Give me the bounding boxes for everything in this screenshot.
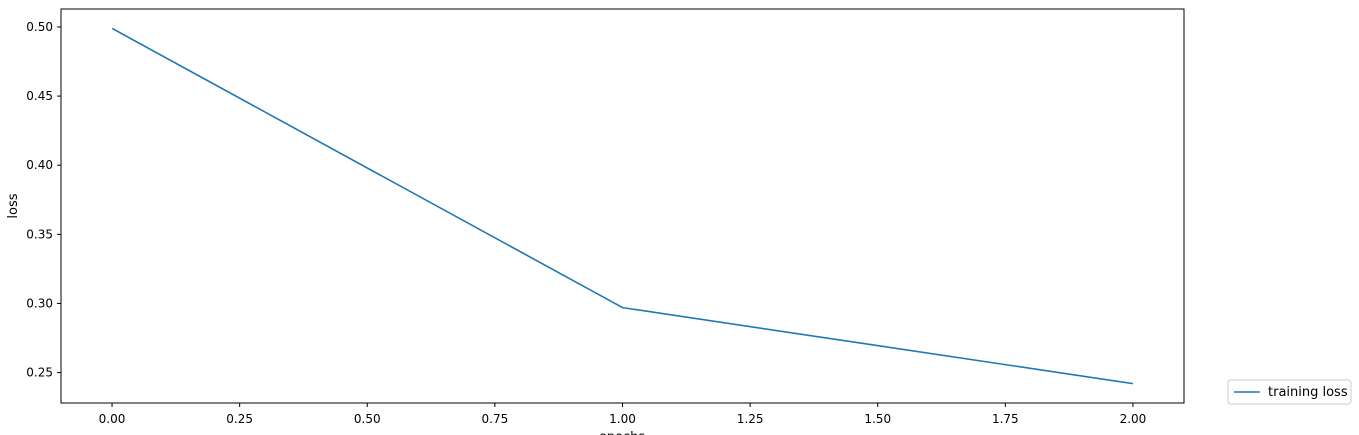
x-axis-ticks: 0.00 0.25 0.50 0.75 1.00 1.25 1.50 1.75 2.00 xyxy=(99,403,1147,426)
y-axis-ticks: 0.25 0.30 0.35 0.40 0.45 0.50 xyxy=(26,20,61,380)
x-tick-label: 2.00 xyxy=(1120,412,1147,426)
y-tick-label: 0.25 xyxy=(26,366,53,380)
legend-box xyxy=(1227,379,1352,405)
x-tick-label: 0.75 xyxy=(482,412,509,426)
x-axis-label: epochs xyxy=(599,430,646,435)
y-tick-label: 0.45 xyxy=(26,89,53,103)
y-axis-label: loss xyxy=(6,193,21,218)
x-tick-label: 0.00 xyxy=(99,412,126,426)
plot-area xyxy=(60,8,1185,404)
series-line-training-loss xyxy=(111,27,1134,385)
legend: training loss xyxy=(1227,379,1352,405)
y-tick-label: 0.35 xyxy=(26,227,53,241)
x-tick-label: 1.25 xyxy=(737,412,764,426)
y-tick-label: 0.40 xyxy=(26,158,53,172)
x-tick-label: 1.00 xyxy=(609,412,636,426)
legend-entry-training-loss: training loss xyxy=(1268,385,1348,400)
x-tick-label: 0.50 xyxy=(354,412,381,426)
y-tick-label: 0.30 xyxy=(26,296,53,310)
x-tick-label: 0.25 xyxy=(226,412,253,426)
series-layer xyxy=(111,27,1134,385)
x-tick-label: 1.50 xyxy=(864,412,891,426)
y-tick-label: 0.50 xyxy=(26,20,53,34)
x-tick-label: 1.75 xyxy=(992,412,1019,426)
